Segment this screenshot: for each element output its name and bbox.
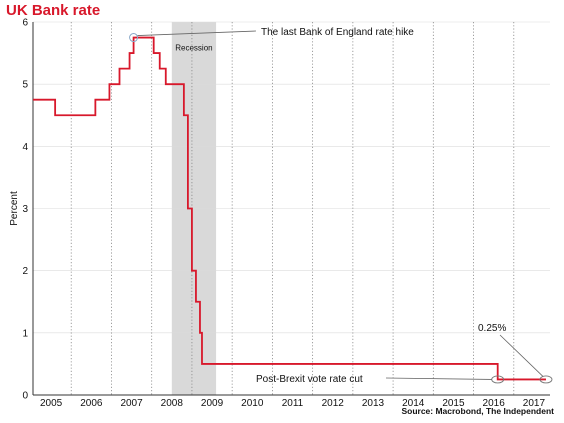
x-tick-label: 2014 [402, 398, 425, 409]
annotation-text: 0.25% [478, 323, 506, 334]
source-note: Source: Macrobond, The Independent [401, 406, 554, 416]
y-tick-label: 6 [22, 18, 28, 29]
annotation-marker [539, 375, 553, 384]
x-tick-label: 2009 [201, 398, 224, 409]
y-tick-label: 5 [22, 80, 28, 91]
annotation-text: Post-Brexit vote rate cut [256, 374, 363, 385]
y-tick-label: 3 [22, 204, 28, 215]
chart-title: UK Bank rate [6, 2, 101, 19]
annotation-leader [499, 334, 544, 377]
x-tick-label: 2013 [362, 398, 385, 409]
x-tick-label: 2017 [523, 398, 546, 409]
y-tick-label: 4 [22, 142, 28, 153]
y-axis-label: Percent [9, 191, 20, 226]
y-tick-label: 1 [22, 328, 28, 339]
x-tick-label: 2015 [442, 398, 465, 409]
x-tick-label: 2016 [483, 398, 506, 409]
y-tick-label: 0 [22, 391, 28, 402]
annotation-leader [385, 377, 492, 380]
x-tick-label: 2011 [282, 398, 304, 409]
annotation-leader [137, 30, 257, 36]
annotation-marker [129, 33, 139, 43]
annotation-text: The last Bank of England rate hike [261, 27, 414, 38]
x-tick-label: 2005 [40, 398, 63, 409]
x-tick-label: 2006 [80, 398, 103, 409]
x-tick-label: 2012 [322, 398, 345, 409]
series-line [33, 36, 546, 381]
x-tick-label: 2010 [241, 398, 264, 409]
x-tick-label: 2007 [120, 398, 143, 409]
x-tick-label: 2008 [161, 398, 184, 409]
y-tick-label: 2 [22, 266, 28, 277]
recession-label: Recession [175, 44, 212, 53]
